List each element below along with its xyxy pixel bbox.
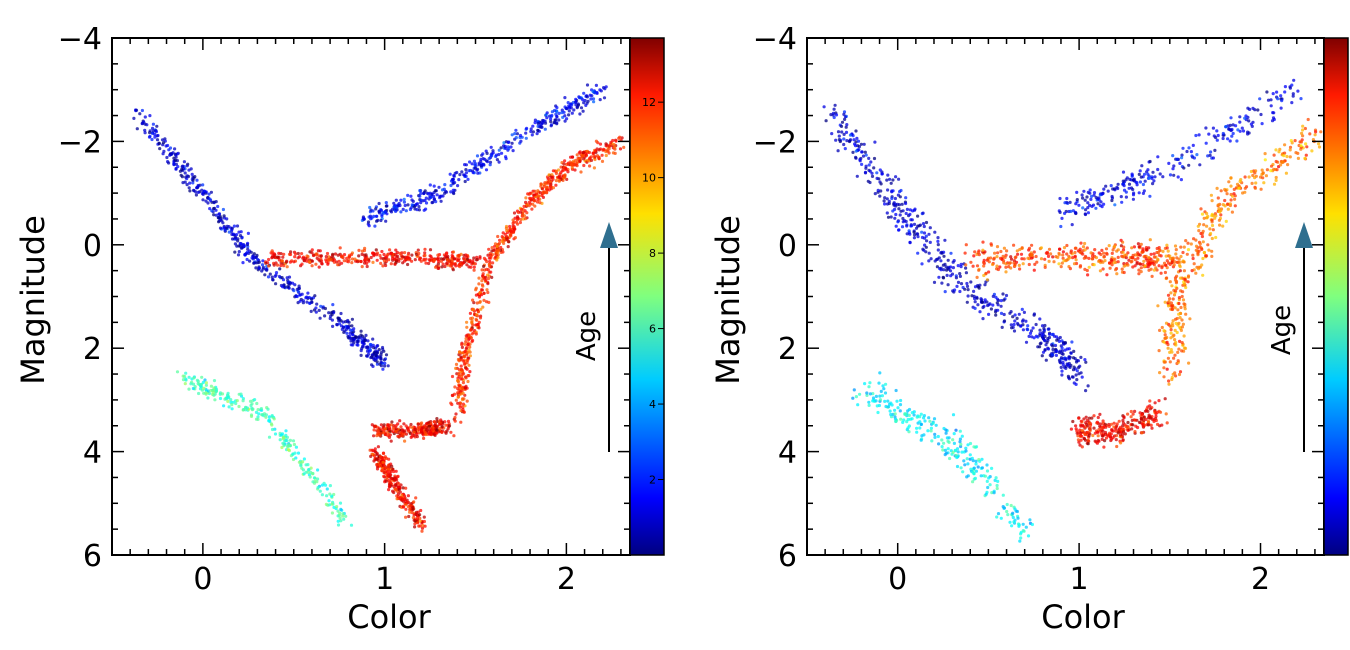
x-axis-title: Color — [347, 598, 431, 636]
colorbar-tick-label: 2 — [649, 474, 656, 487]
age-arrow-head — [600, 222, 618, 248]
y-tick-label: 6 — [83, 539, 102, 574]
age-arrow-head — [1295, 222, 1313, 248]
density-region-f — [264, 246, 482, 272]
colorbar-tick-label: 6 — [649, 323, 656, 336]
colorbar-tick-label: 8 — [649, 247, 656, 260]
tick-marks — [806, 37, 1324, 556]
density-region-d — [1156, 117, 1323, 386]
y-tick-label: 0 — [83, 229, 102, 264]
density-region-b — [851, 371, 1034, 543]
y-tick-label: 4 — [83, 436, 102, 471]
x-axis-title: Color — [1041, 598, 1125, 636]
x-tick-label: 1 — [1070, 562, 1089, 597]
density-region-f — [1057, 78, 1303, 229]
x-tick-labels: 0 1 2 — [193, 562, 576, 597]
y-tick-label: −4 — [58, 22, 102, 57]
density-region-c — [1069, 397, 1169, 449]
colorbar-gradient — [629, 37, 665, 556]
y-tick-label: 2 — [83, 332, 102, 367]
density-region-e — [449, 135, 626, 424]
y-tick-labels: −4 −2 0 2 4 6 — [753, 22, 797, 574]
age-label: Age — [1267, 305, 1297, 355]
colorbar-tick-label: 10 — [642, 172, 656, 185]
age-label: Age — [572, 311, 602, 361]
age-annotation: Age — [1267, 222, 1313, 452]
y-tick-label: 0 — [778, 229, 797, 264]
y-tick-label: −2 — [58, 125, 102, 160]
colorbar-ticks: 2 4 6 8 10 12 — [642, 96, 664, 487]
y-tick-label: 6 — [778, 539, 797, 574]
y-tick-label: 4 — [778, 436, 797, 471]
x-tick-label: 0 — [193, 562, 212, 597]
x-tick-label: 2 — [557, 562, 576, 597]
density-region-c — [370, 417, 456, 443]
density-region-e — [963, 238, 1195, 282]
x-tick-label: 2 — [1251, 562, 1270, 597]
y-tick-label: −2 — [753, 125, 797, 160]
colorbar: 2 4 6 8 10 12 — [629, 37, 665, 556]
y-axis-title: Magnitude — [709, 215, 747, 385]
x-tick-label: 0 — [888, 562, 907, 597]
y-tick-label: −4 — [753, 22, 797, 57]
colorbar-gradient — [1323, 37, 1349, 556]
tick-marks — [111, 37, 630, 556]
panel-right: 0 1 2 −4 −2 0 2 4 6 Color Magnitude Age — [709, 22, 1349, 636]
density-region-d — [368, 445, 427, 533]
x-tick-labels: 0 1 2 — [888, 562, 1270, 597]
density-region-b — [175, 370, 354, 527]
scatter-cloud — [822, 78, 1323, 543]
density-region-a — [132, 108, 390, 371]
density-region-a — [822, 103, 1090, 393]
density-region-g — [360, 83, 608, 228]
y-axis-title: Magnitude — [14, 215, 52, 385]
y-tick-labels: −4 −2 0 2 4 6 — [58, 22, 102, 574]
colorbar-tick-label: 4 — [649, 398, 656, 411]
colorbar-tick-label: 12 — [642, 96, 656, 109]
scatter-cloud — [132, 83, 626, 533]
age-annotation: Age — [572, 222, 618, 452]
x-tick-label: 1 — [375, 562, 394, 597]
colorbar — [1323, 37, 1349, 556]
y-tick-label: 2 — [778, 332, 797, 367]
